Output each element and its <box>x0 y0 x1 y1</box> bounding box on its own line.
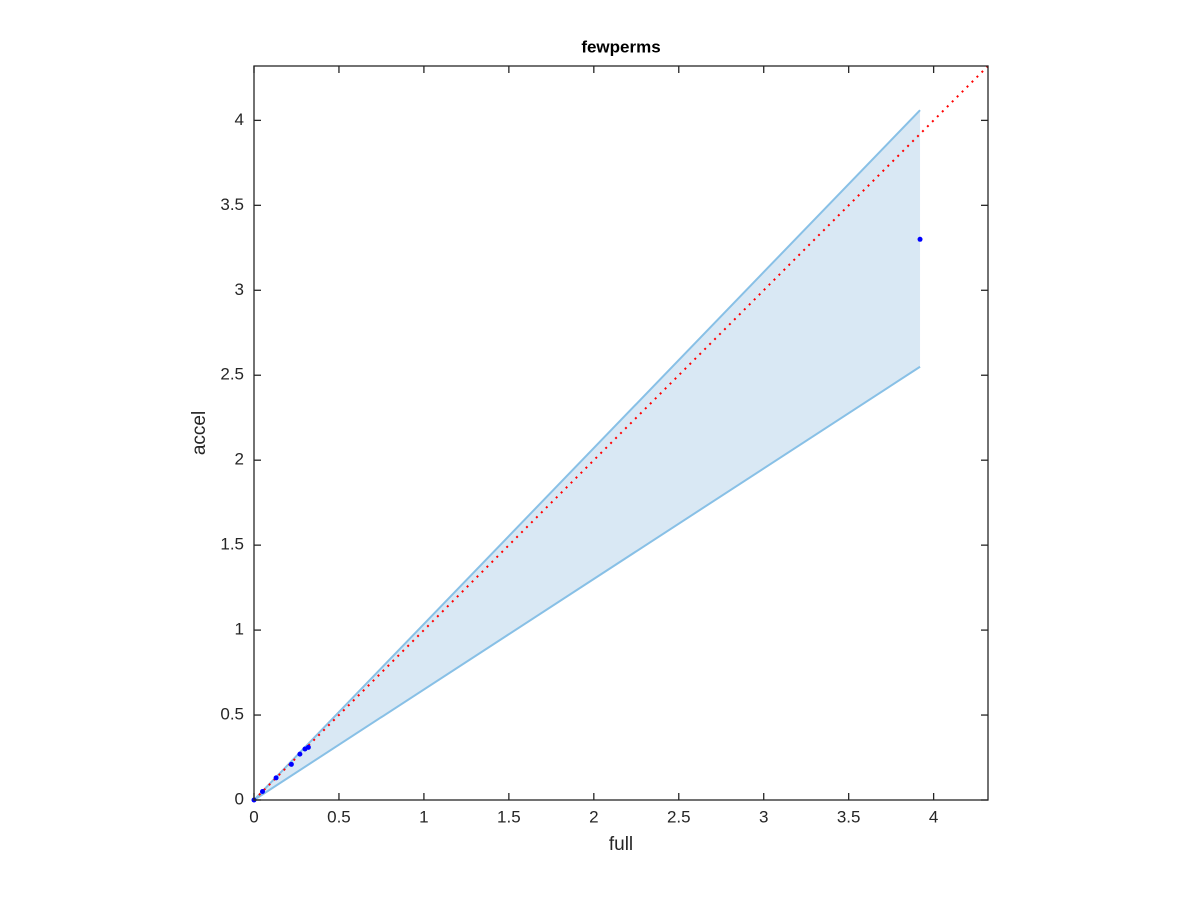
x-tick-label: 0.5 <box>327 807 351 826</box>
y-tick-label: 3.5 <box>220 195 244 214</box>
y-tick-label: 1 <box>235 620 244 639</box>
data-point <box>297 751 303 757</box>
data-point <box>917 236 923 242</box>
x-tick-label: 1.5 <box>497 807 521 826</box>
x-tick-label: 3.5 <box>837 807 861 826</box>
y-tick-label: 0 <box>235 789 244 808</box>
y-tick-label: 1.5 <box>220 535 244 554</box>
reference-line <box>253 65 989 801</box>
y-tick-label: 0.5 <box>220 705 244 724</box>
y-tick-label: 2.5 <box>220 365 244 384</box>
x-tick-label: 0 <box>249 807 258 826</box>
y-tick-label: 3 <box>235 280 244 299</box>
axes-box <box>253 65 989 801</box>
data-point <box>305 744 311 750</box>
x-tick-label: 2.5 <box>667 807 691 826</box>
y-axis-label: accel <box>189 411 210 455</box>
x-tick-label: 1 <box>419 807 428 826</box>
y-tick-label: 4 <box>235 110 244 129</box>
y-tick-label: 2 <box>235 450 244 469</box>
data-point <box>259 789 265 795</box>
data-point <box>273 775 279 781</box>
data-point <box>288 761 294 767</box>
x-tick-label: 3 <box>759 807 768 826</box>
chart-title: fewperms <box>581 37 660 56</box>
x-tick-label: 4 <box>929 807 938 826</box>
band-upper-edge <box>253 109 921 801</box>
band-lower-edge <box>253 365 921 801</box>
x-axis-label: full <box>609 834 633 855</box>
x-tick-label: 2 <box>589 807 598 826</box>
